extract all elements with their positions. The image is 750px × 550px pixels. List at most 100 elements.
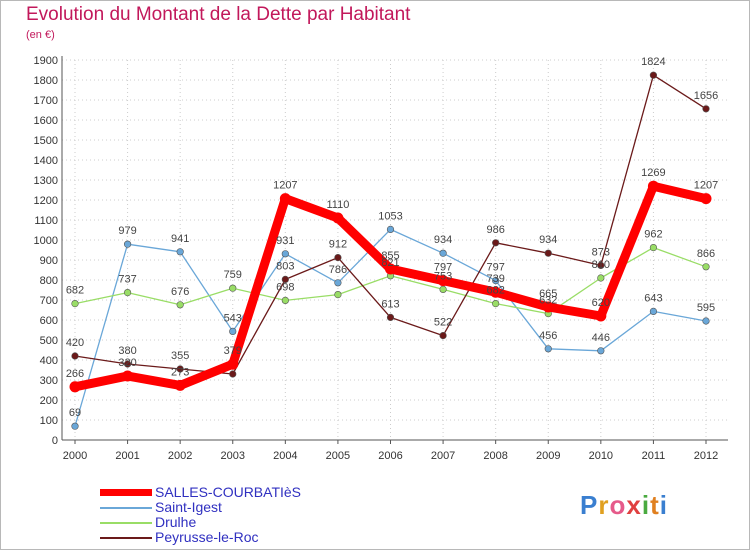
data-label-drulhe: 821	[381, 257, 399, 269]
x-tick-label: 2007	[431, 450, 455, 462]
x-tick-label: 2008	[483, 450, 507, 462]
x-tick-label: 2012	[694, 450, 718, 462]
point-drulhe	[702, 263, 710, 271]
point-salles	[385, 263, 396, 275]
data-label-peyrusse: 934	[539, 234, 557, 246]
x-tick-label: 2006	[378, 450, 402, 462]
point-salles	[595, 310, 607, 322]
data-label-saint_igest: 69	[69, 407, 81, 419]
point-drulhe	[71, 300, 79, 308]
point-peyrusse	[702, 105, 710, 113]
data-label-peyrusse: 380	[118, 345, 136, 357]
data-label-salles: 665	[539, 288, 557, 300]
data-label-saint_igest: 595	[697, 302, 715, 314]
data-label-saint_igest: 543	[224, 312, 242, 324]
data-label-drulhe: 632	[539, 295, 557, 307]
x-tick-label: 2000	[63, 450, 87, 462]
data-label-salles: 266	[66, 368, 84, 380]
y-tick-label: 100	[40, 415, 58, 427]
y-tick-label: 0	[52, 435, 58, 447]
point-salles	[437, 275, 449, 287]
y-tick-label: 400	[40, 355, 58, 367]
y-tick-label: 1600	[34, 115, 58, 127]
x-tick-label: 2011	[642, 450, 666, 462]
point-saint_igest	[281, 250, 289, 258]
point-salles	[279, 193, 291, 205]
data-label-peyrusse: 1824	[641, 56, 665, 68]
data-label-drulhe: 676	[171, 286, 189, 298]
point-peyrusse	[229, 370, 237, 378]
legend-swatch-drulhe	[100, 522, 152, 524]
legend-label-peyrusse: Peyrusse-le-Roc	[155, 529, 259, 545]
point-peyrusse	[386, 313, 395, 322]
data-label-peyrusse: 873	[592, 246, 610, 258]
point-salles	[174, 379, 186, 391]
data-label-salles: 1207	[694, 180, 718, 192]
data-label-saint_igest: 979	[118, 225, 136, 237]
point-peyrusse	[123, 360, 132, 368]
data-label-salles: 1207	[273, 180, 297, 192]
data-label-drulhe: 810	[592, 259, 610, 271]
point-salles	[490, 286, 502, 298]
legend-label-drulhe: Drulhe	[155, 514, 197, 530]
data-label-salles: 1110	[326, 199, 349, 211]
data-label-peyrusse: 420	[66, 337, 84, 349]
data-label-salles: 739	[486, 273, 504, 285]
y-tick-label: 900	[40, 255, 58, 267]
chart-title: Evolution du Montant de la Dette par Hab…	[26, 4, 411, 25]
point-peyrusse	[492, 239, 500, 247]
point-peyrusse	[544, 249, 552, 257]
point-saint_igest	[123, 240, 132, 248]
data-label-drulhe: 737	[118, 274, 136, 286]
data-label-salles: 855	[381, 250, 399, 262]
data-label-peyrusse: 613	[381, 298, 399, 310]
point-saint_igest	[71, 422, 79, 430]
point-saint_igest	[334, 279, 342, 287]
data-label-peyrusse: 912	[329, 239, 347, 251]
point-drulhe	[597, 274, 605, 282]
y-tick-label: 500	[40, 335, 58, 347]
point-saint_igest	[386, 225, 395, 233]
y-tick-label: 1000	[34, 235, 58, 247]
data-label-saint_igest: 786	[329, 264, 347, 276]
y-tick-label: 1300	[34, 175, 58, 187]
y-tick-label: 800	[40, 275, 58, 287]
x-tick-label: 2009	[536, 450, 560, 462]
point-salles	[69, 381, 81, 393]
y-tick-label: 1700	[34, 95, 58, 107]
point-drulhe	[229, 284, 237, 292]
point-drulhe	[334, 291, 342, 299]
legend-swatch-salles	[100, 489, 152, 496]
data-label-salles: 1269	[641, 167, 665, 179]
point-salles	[122, 370, 134, 382]
x-tick-label: 2003	[221, 450, 245, 462]
data-label-saint_igest: 797	[486, 262, 504, 274]
data-label-saint_igest: 934	[434, 234, 452, 246]
y-tick-label: 1400	[34, 155, 58, 167]
data-label-drulhe: 682	[486, 285, 504, 297]
data-label-peyrusse: 986	[486, 224, 504, 236]
point-saint_igest	[649, 307, 658, 316]
data-label-saint_igest: 446	[592, 332, 610, 344]
point-salles	[647, 180, 659, 192]
data-label-drulhe: 698	[276, 281, 294, 293]
x-tick-label: 2005	[326, 450, 350, 462]
point-saint_igest	[544, 345, 552, 353]
y-tick-label: 1800	[34, 75, 58, 87]
data-label-salles: 797	[434, 262, 452, 274]
y-tick-label: 1500	[34, 135, 58, 147]
point-saint_igest	[702, 317, 710, 325]
point-drulhe	[176, 301, 184, 309]
legend-swatch-saint-igest	[100, 507, 152, 509]
x-tick-label: 2004	[273, 450, 297, 462]
data-label-saint_igest: 456	[539, 330, 557, 342]
data-label-saint_igest: 931	[276, 235, 294, 247]
data-label-drulhe: 759	[224, 269, 242, 281]
data-label-salles: 620	[592, 297, 610, 309]
point-drulhe	[492, 300, 500, 308]
y-tick-label: 300	[40, 375, 58, 387]
data-label-peyrusse: 803	[276, 260, 294, 272]
point-saint_igest	[492, 277, 500, 285]
point-drulhe	[281, 296, 289, 305]
